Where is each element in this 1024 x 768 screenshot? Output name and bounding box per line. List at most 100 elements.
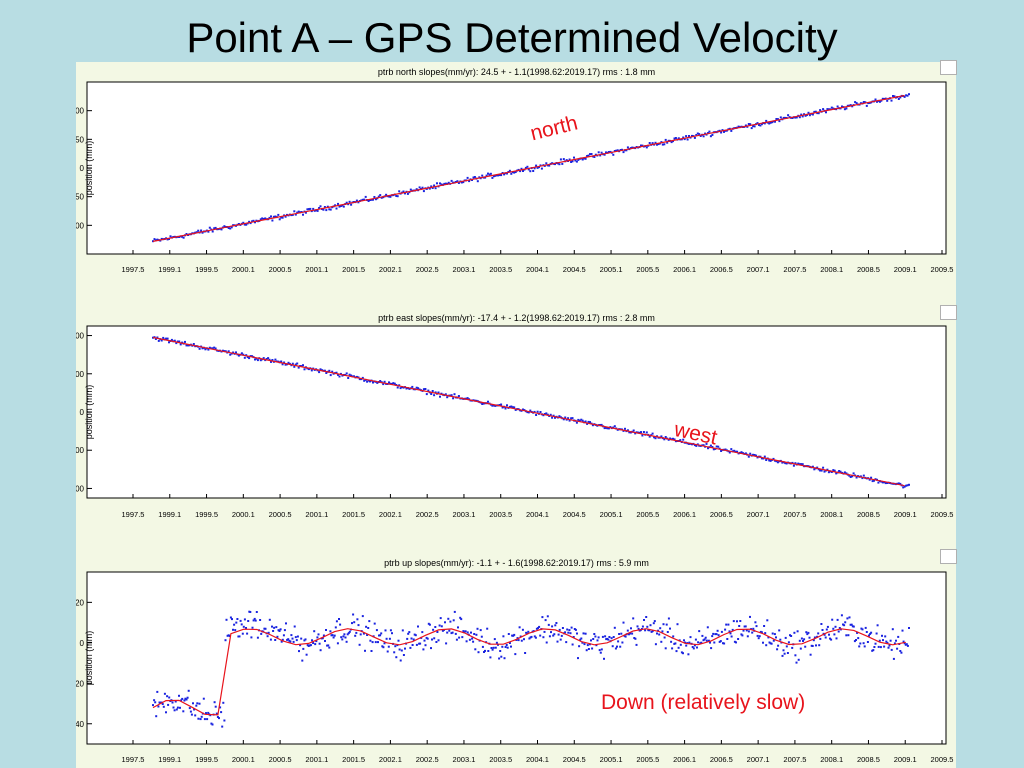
data-point	[768, 122, 771, 125]
data-point	[213, 346, 216, 349]
panel-1-handle-icon[interactable]	[940, 60, 957, 75]
data-point	[494, 646, 497, 649]
data-point	[350, 374, 353, 377]
data-point	[179, 706, 181, 709]
x-tick-label: 2007.5	[783, 755, 806, 764]
data-point	[542, 636, 545, 639]
data-point	[870, 631, 873, 634]
data-point	[593, 156, 596, 158]
data-point	[272, 215, 275, 218]
data-point	[573, 628, 576, 630]
data-point	[774, 459, 776, 462]
data-point	[881, 634, 883, 637]
data-point	[485, 174, 488, 177]
data-point	[269, 638, 272, 641]
panel-3-handle-icon[interactable]	[940, 549, 957, 564]
data-point	[520, 639, 523, 642]
data-point	[612, 153, 615, 156]
panel-2-handle-icon[interactable]	[940, 305, 957, 320]
data-point	[348, 630, 351, 633]
data-point	[408, 631, 411, 634]
data-point	[897, 98, 900, 100]
data-point	[225, 618, 228, 621]
data-point	[487, 172, 489, 175]
data-point	[890, 99, 893, 102]
data-point	[613, 150, 616, 152]
data-point	[803, 113, 806, 116]
x-tick-label: 2004.5	[563, 510, 586, 519]
data-point	[389, 629, 392, 632]
data-point	[486, 627, 489, 630]
data-point	[819, 637, 822, 640]
data-point	[641, 625, 644, 628]
data-point	[345, 640, 348, 643]
data-point	[696, 132, 699, 135]
data-point	[271, 625, 273, 628]
data-point	[198, 702, 201, 705]
data-point	[559, 158, 562, 161]
data-point	[254, 358, 256, 361]
data-point	[822, 108, 825, 111]
data-point	[353, 621, 356, 624]
data-point	[878, 639, 881, 642]
data-point	[660, 435, 663, 438]
data-point	[290, 214, 293, 217]
data-point	[158, 701, 161, 704]
y-tick-label: 200	[76, 332, 85, 341]
data-point	[178, 694, 180, 697]
data-point	[522, 408, 524, 411]
data-point	[688, 641, 691, 644]
data-point	[615, 149, 618, 152]
data-point	[256, 636, 259, 639]
data-point	[642, 431, 645, 433]
x-tick-label: 2002.5	[416, 510, 439, 519]
data-point	[432, 628, 435, 631]
x-tick-label: 2003.1	[452, 265, 475, 274]
data-point	[409, 188, 412, 191]
data-point	[816, 466, 819, 469]
data-point	[586, 155, 589, 157]
data-point	[781, 654, 784, 657]
data-point	[450, 179, 453, 182]
data-point	[340, 636, 343, 639]
data-point	[189, 710, 192, 713]
data-point	[249, 222, 252, 225]
x-tick-label: 2000.1	[232, 265, 255, 274]
data-point	[906, 644, 909, 647]
data-point	[475, 633, 478, 636]
data-point	[283, 361, 286, 364]
data-point	[372, 198, 374, 201]
data-point	[166, 238, 169, 241]
data-point	[221, 725, 224, 728]
data-point	[181, 697, 184, 700]
data-point	[226, 634, 229, 637]
data-point	[183, 699, 186, 702]
data-point	[366, 634, 369, 636]
data-point	[771, 632, 774, 635]
data-point	[849, 104, 852, 107]
data-point	[306, 208, 309, 211]
data-point	[600, 151, 603, 154]
data-point	[547, 623, 550, 626]
data-point	[396, 195, 399, 198]
data-point	[716, 629, 719, 632]
data-point	[669, 627, 671, 630]
data-point	[230, 226, 233, 229]
x-tick-label: 2005.5	[636, 510, 659, 519]
data-point	[558, 415, 561, 418]
data-point	[696, 646, 698, 649]
data-point	[439, 395, 441, 398]
data-point	[856, 631, 859, 634]
data-point	[448, 629, 451, 632]
data-point	[399, 387, 402, 390]
x-tick-label: 2009.1	[894, 755, 917, 764]
data-point	[736, 450, 739, 453]
data-point	[434, 626, 437, 628]
data-point	[156, 336, 159, 339]
fit-line	[152, 628, 906, 716]
data-point	[406, 637, 409, 640]
data-point	[367, 627, 370, 629]
data-point	[461, 636, 464, 639]
data-point	[756, 634, 759, 637]
data-point	[404, 647, 406, 650]
